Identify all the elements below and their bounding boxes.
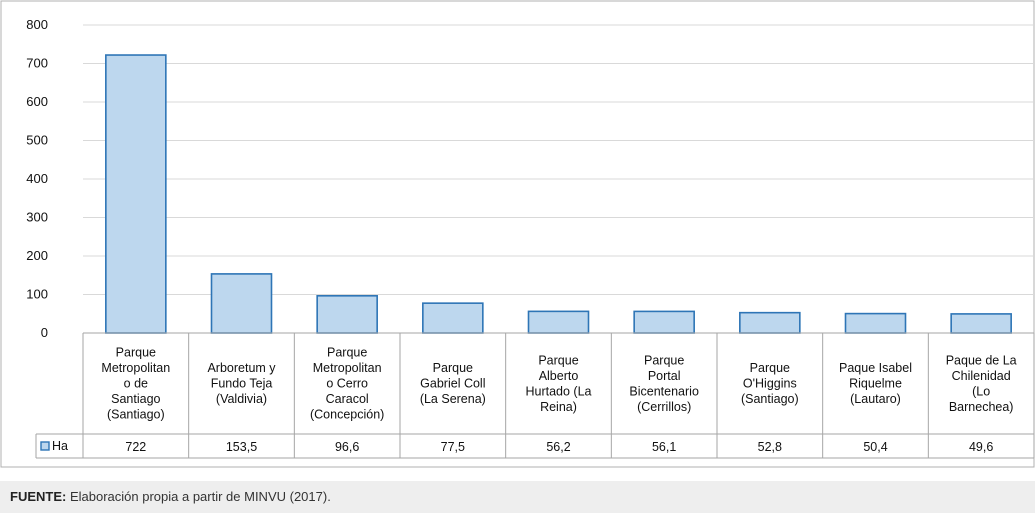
bar [316,295,378,334]
y-tick-label: 200 [26,248,48,263]
x-tick-label: Parque O'Higgins (Santiago) [741,361,799,406]
bar [950,313,1012,334]
bar [739,311,801,334]
y-tick-label: 300 [26,210,48,225]
x-tick-label: Paque de La Chilenidad (Lo Barnechea) [946,353,1017,414]
x-tick-label: Parque Metropolitan o de Santiago (Santiago) [101,346,170,422]
bar [844,312,907,334]
legend-swatch [40,441,50,451]
data-table-value: 722 [125,440,146,454]
y-axis: 0 100 200 300 400 500 600 700 800 [26,17,48,340]
data-table-value: 77,5 [441,440,465,454]
data-table-value: 49,6 [969,440,993,454]
bar [210,273,273,334]
bar [527,310,590,334]
data-table-value: 56,1 [652,440,676,454]
y-tick-label: 0 [41,325,48,340]
y-tick-label: 600 [26,94,48,109]
x-tick-label: Parque Alberto Hurtado (La Reina) [525,353,591,414]
y-tick-label: 800 [26,17,48,32]
data-table-value: 50,4 [863,440,887,454]
source-label: FUENTE: [10,489,67,504]
y-tick-label: 700 [26,56,48,71]
bar [105,54,167,334]
data-table-value: 52,8 [758,440,782,454]
x-tick-label: Arboretum y Fundo Teja (Valdivia) [207,361,276,406]
data-table-value: 153,5 [226,440,257,454]
legend-label: Ha [52,439,68,453]
data-table: Ha Parque Metropolitan o de Santiago (Santiag… [35,332,1035,459]
source-footer: FUENTE: Elaboración propia a partir de M… [0,481,1035,513]
x-tick-label: Parque Portal Bicentenario (Cerrillos) [629,353,699,414]
x-tick-label: Paque Isabel Riquelme (Lautaro) [839,361,912,406]
y-tick-label: 400 [26,171,48,186]
data-table-value: 56,2 [546,440,570,454]
data-table-value: 96,6 [335,440,359,454]
bar-chart: 0 100 200 300 400 500 600 700 800 Ha Parque Metrop… [0,0,1035,468]
x-tick-label: Parque Metropolitan o Cerro Caracol (Concepc… [310,346,384,422]
bar [633,310,695,334]
y-tick-label: 500 [26,133,48,148]
plot-frame [0,0,1035,468]
y-tick-label: 100 [26,287,48,302]
source-text: Elaboración propia a partir de MINVU (20… [66,489,331,504]
x-tick-label: Parque Gabriel Coll (La Serena) [420,361,486,406]
bars [105,54,1012,334]
bar [422,302,484,334]
